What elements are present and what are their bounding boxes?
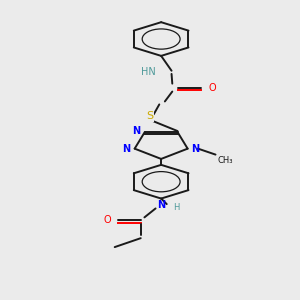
Text: H: H [173, 202, 180, 211]
Text: N: N [132, 126, 140, 136]
Text: O: O [103, 215, 111, 225]
Text: N: N [191, 144, 200, 154]
Text: CH₃: CH₃ [218, 156, 233, 165]
Text: S: S [146, 111, 154, 121]
Text: N: N [122, 144, 130, 154]
Text: O: O [208, 82, 216, 93]
Text: N: N [157, 200, 165, 211]
Text: HN: HN [141, 67, 156, 77]
